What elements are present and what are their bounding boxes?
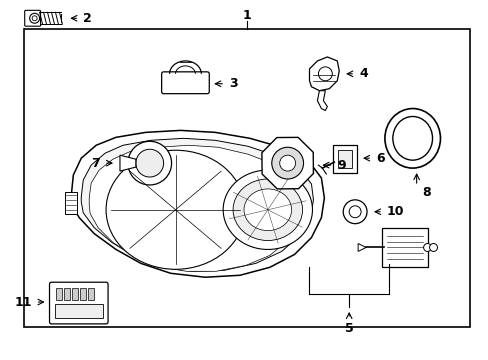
Bar [72,288,78,300]
Ellipse shape [106,150,244,269]
Circle shape [348,206,360,218]
Circle shape [318,67,332,81]
Text: 4: 4 [358,67,367,80]
Text: 8: 8 [422,186,430,199]
FancyBboxPatch shape [25,10,41,26]
Text: 1: 1 [242,9,251,22]
Ellipse shape [392,117,432,160]
FancyBboxPatch shape [162,72,209,94]
Circle shape [428,243,437,251]
Ellipse shape [223,170,312,249]
Polygon shape [71,130,324,277]
Polygon shape [81,138,313,271]
Circle shape [271,147,303,179]
Circle shape [30,13,40,23]
Circle shape [128,141,171,185]
Circle shape [32,16,37,21]
Polygon shape [357,243,366,251]
Text: 10: 10 [386,205,404,218]
Ellipse shape [244,189,291,231]
Text: 2: 2 [83,12,92,25]
Circle shape [136,149,163,177]
Ellipse shape [384,109,440,168]
Bar [88,288,94,300]
Circle shape [279,155,295,171]
FancyBboxPatch shape [333,145,356,173]
Text: 3: 3 [229,77,237,90]
Circle shape [343,200,366,224]
Polygon shape [317,91,326,111]
Bar [56,288,62,300]
Text: 9: 9 [337,159,345,172]
Bar [24,29,469,327]
FancyBboxPatch shape [49,282,108,324]
Polygon shape [309,57,339,91]
Polygon shape [262,138,313,189]
FancyBboxPatch shape [381,228,427,267]
Bar [338,150,351,168]
Text: 5: 5 [344,322,353,336]
Text: 6: 6 [375,152,384,165]
Bar [65,192,77,214]
Polygon shape [120,155,136,171]
Text: 7: 7 [91,157,100,170]
Ellipse shape [233,179,302,240]
Bar [55,304,103,318]
Text: 11: 11 [14,296,32,309]
Bar [64,288,70,300]
Polygon shape [89,145,302,271]
Circle shape [423,243,431,251]
Bar [80,288,86,300]
